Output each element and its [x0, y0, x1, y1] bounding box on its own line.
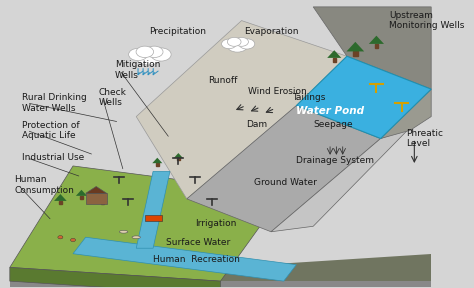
- Polygon shape: [327, 50, 341, 58]
- Text: Human
Consumption: Human Consumption: [14, 175, 74, 195]
- Polygon shape: [10, 166, 284, 281]
- Circle shape: [221, 39, 237, 49]
- Polygon shape: [10, 281, 431, 287]
- Bar: [374, 44, 378, 48]
- Circle shape: [146, 46, 163, 58]
- Circle shape: [136, 46, 154, 58]
- Polygon shape: [271, 128, 410, 232]
- Circle shape: [128, 48, 147, 61]
- Ellipse shape: [119, 230, 128, 233]
- Text: Rural Drinking
Water Wells: Rural Drinking Water Wells: [22, 93, 87, 113]
- Polygon shape: [369, 36, 384, 44]
- Polygon shape: [10, 254, 431, 281]
- Text: Precipitation: Precipitation: [149, 27, 206, 36]
- Bar: [332, 58, 336, 62]
- Circle shape: [239, 39, 255, 49]
- Text: Phreatic
Level: Phreatic Level: [406, 129, 443, 148]
- Text: Wind Erosion: Wind Erosion: [248, 87, 307, 96]
- Circle shape: [228, 37, 241, 46]
- Circle shape: [227, 38, 248, 52]
- Circle shape: [58, 236, 63, 239]
- Text: Surface Water: Surface Water: [166, 238, 230, 247]
- Polygon shape: [381, 89, 431, 139]
- Text: Check
Wells: Check Wells: [98, 88, 126, 107]
- Bar: [86, 193, 107, 204]
- Ellipse shape: [132, 236, 140, 239]
- Text: Dam: Dam: [246, 120, 267, 129]
- Bar: [101, 202, 104, 204]
- Circle shape: [151, 48, 171, 61]
- Polygon shape: [54, 194, 67, 201]
- Polygon shape: [296, 56, 431, 139]
- Bar: [353, 52, 357, 56]
- Bar: [156, 163, 159, 166]
- Polygon shape: [152, 158, 163, 163]
- Text: Drainage System: Drainage System: [296, 156, 374, 165]
- Text: Tailings: Tailings: [292, 93, 326, 102]
- Polygon shape: [174, 153, 183, 158]
- Polygon shape: [187, 106, 381, 232]
- Text: Irrigation: Irrigation: [195, 219, 237, 228]
- Text: Seepage: Seepage: [313, 120, 353, 129]
- Polygon shape: [346, 42, 364, 52]
- Circle shape: [235, 37, 248, 46]
- Bar: [59, 201, 62, 204]
- Circle shape: [136, 48, 163, 65]
- Text: Upstream
Monitoring Wells: Upstream Monitoring Wells: [389, 11, 465, 30]
- Text: Mitigation
Wells: Mitigation Wells: [115, 60, 161, 80]
- Bar: [145, 215, 162, 221]
- Text: Water Pond: Water Pond: [296, 106, 364, 116]
- Polygon shape: [136, 20, 347, 199]
- Bar: [80, 196, 83, 199]
- Circle shape: [71, 238, 75, 242]
- Text: Human  Recreation: Human Recreation: [153, 255, 240, 264]
- Polygon shape: [313, 7, 431, 89]
- Bar: [177, 158, 180, 160]
- Polygon shape: [76, 190, 87, 196]
- Polygon shape: [136, 171, 170, 248]
- Text: Industrial Use: Industrial Use: [22, 153, 85, 162]
- Polygon shape: [10, 268, 220, 288]
- Polygon shape: [98, 196, 108, 202]
- Text: Ground Water: Ground Water: [254, 178, 317, 187]
- Polygon shape: [86, 187, 107, 193]
- Polygon shape: [73, 237, 296, 281]
- Text: Evaporation: Evaporation: [244, 27, 298, 36]
- Text: Runoff: Runoff: [208, 76, 237, 86]
- Text: Protection of
Aquatic Life: Protection of Aquatic Life: [22, 121, 80, 140]
